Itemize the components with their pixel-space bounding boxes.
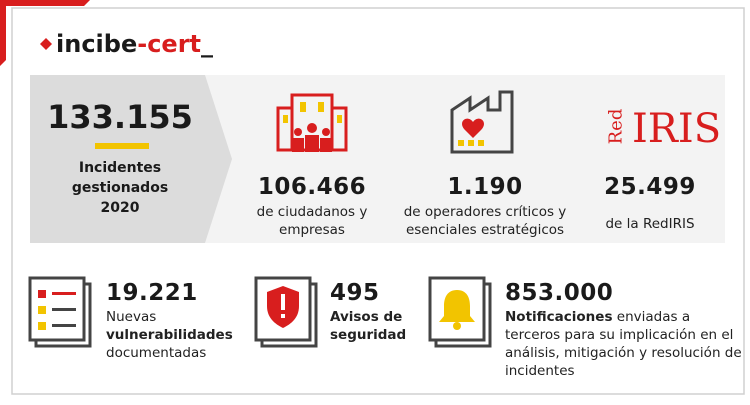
rediris-logo: Red IRIS	[605, 100, 721, 160]
rediris-red: Red	[605, 108, 627, 145]
item-value: 495	[330, 280, 380, 306]
stat-label: de la RedIRIS	[605, 216, 695, 232]
label-part: vulnerabilidades	[106, 327, 233, 343]
item-label: Notificaciones enviadas a terceros para …	[505, 308, 745, 380]
main-label: Incidentes gestionados 2020	[40, 158, 200, 218]
label-part: enviadas a terceros para su implicación …	[505, 309, 742, 379]
item-value: 19.221	[106, 280, 198, 306]
label-part: Nuevas	[106, 309, 157, 325]
logo: incibe-cert_	[56, 30, 213, 58]
item-label: Avisos de seguridad	[330, 308, 420, 344]
item-label: Nuevas vulnerabilidades documentadas	[106, 308, 246, 362]
stat-value: 106.466	[257, 174, 367, 200]
stat-value: 25.499	[604, 174, 696, 200]
logo-suffix: -cert	[137, 30, 202, 58]
label-part: documentadas	[106, 345, 207, 361]
label-line: Incidentes	[78, 160, 162, 176]
item-value: 853.000	[505, 280, 614, 306]
stat-value: 1.190	[447, 174, 523, 200]
label-line: gestionados	[71, 180, 169, 196]
stat-label: de ciudadanos y empresas	[256, 204, 368, 238]
label-part: Avisos de seguridad	[330, 309, 407, 343]
main-value: 133.155	[47, 98, 193, 136]
logo-cursor: _	[201, 30, 214, 58]
rediris-iris: IRIS	[632, 106, 722, 152]
logo-name: incibe	[56, 30, 138, 58]
stat-label: de operadores críticos y esenciales estr…	[403, 204, 567, 238]
label-part: Notificaciones	[505, 309, 613, 325]
label-line: 2020	[100, 200, 140, 216]
